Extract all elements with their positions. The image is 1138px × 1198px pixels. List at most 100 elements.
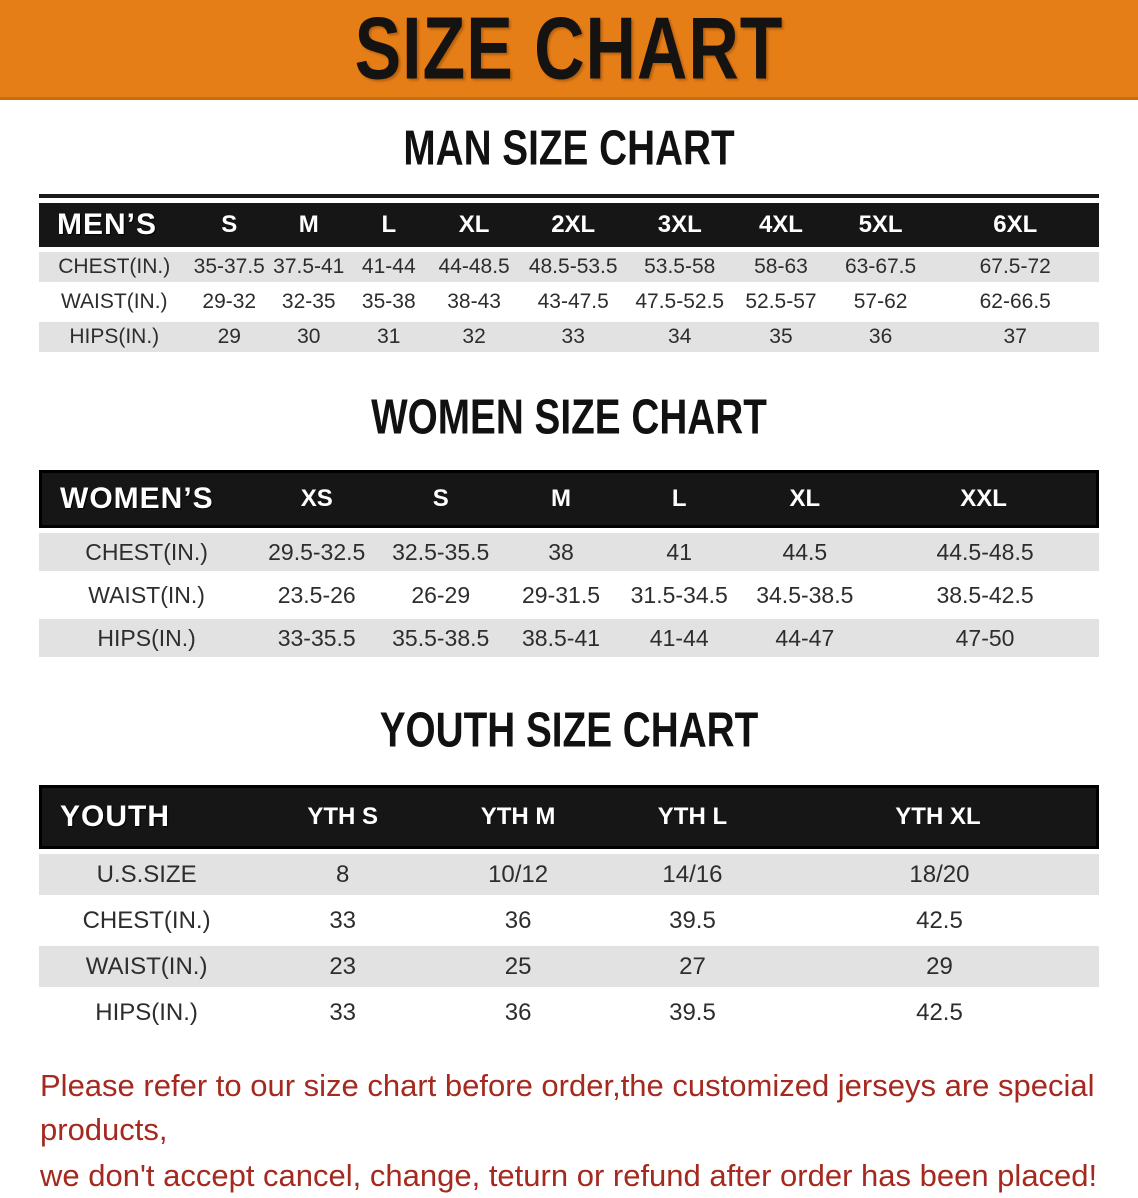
measurement-value: 29.5-32.5 [254, 533, 380, 571]
measurement-label: HIPS(IN.) [39, 992, 255, 1033]
measurement-value: 42.5 [779, 992, 1099, 1033]
measurement-value: 44.5 [738, 533, 872, 571]
measurement-value: 44-47 [738, 619, 872, 657]
measurement-label: WAIST(IN.) [39, 576, 255, 614]
measurement-label: WAIST(IN.) [39, 287, 190, 317]
youth-section-heading: YOUTH SIZE CHART [379, 703, 759, 758]
size-column-header: XS [254, 470, 380, 528]
measurement-value: 41-44 [619, 619, 739, 657]
measurement-value: 63-67.5 [829, 252, 932, 282]
measurement-row: CHEST(IN.) 35-37.5 37.5-41 41-44 44-48.5 48.5… [39, 252, 1099, 282]
measurement-value: 35-37.5 [189, 252, 270, 282]
measurement-value: 31.5-34.5 [619, 576, 739, 614]
measurement-row: WAIST(IN.) 23 25 27 29 [39, 946, 1099, 987]
measurement-value: 29 [779, 946, 1099, 987]
measurement-value: 29-31.5 [502, 576, 620, 614]
men-size-section: MAN SIZE CHART MEN’S S M L XL 2XL 3XL 4XL 5XL 6XL… [0, 121, 1138, 357]
men-group-label: MEN’S [39, 203, 190, 247]
measurement-value: 27 [605, 946, 780, 987]
measurement-value: 33 [254, 992, 432, 1033]
measurement-label: HIPS(IN.) [39, 322, 190, 352]
measurement-value: 47-50 [871, 619, 1099, 657]
measurement-value: 31 [348, 322, 430, 352]
order-policy-line-2: we don't accept cancel, change, teturn o… [40, 1158, 1098, 1194]
measurement-value: 32.5-35.5 [379, 533, 503, 571]
youth-header-row: YOUTH YTH S YTH M YTH L YTH XL [39, 785, 1099, 849]
measurement-value: 10/12 [431, 854, 606, 895]
measurement-value: 32-35 [269, 287, 349, 317]
measurement-row: HIPS(IN.) 29 30 31 32 33 34 35 36 37 [39, 322, 1099, 352]
measurement-row: WAIST(IN.) 23.5-26 26-29 29-31.5 31.5-34.5 34… [39, 576, 1099, 614]
size-column-header: M [502, 470, 620, 528]
measurement-value: 35 [732, 322, 830, 352]
measurement-label: CHEST(IN.) [39, 533, 255, 571]
measurement-value: 38.5-41 [502, 619, 620, 657]
women-header-row: WOMEN’S XS S M L XL XXL [39, 470, 1099, 528]
measurement-value: 33 [254, 900, 432, 941]
measurement-value: 38-43 [429, 287, 520, 317]
measurement-row: WAIST(IN.) 29-32 32-35 35-38 38-43 43-47.5 47.… [39, 287, 1099, 317]
measurement-value: 41-44 [348, 252, 430, 282]
measurement-label: CHEST(IN.) [39, 900, 255, 941]
size-column-header: 6XL [931, 203, 1099, 247]
measurement-value: 57-62 [829, 287, 932, 317]
measurement-value: 38 [502, 533, 620, 571]
youth-size-section: YOUTH SIZE CHART YOUTH YTH S YTH M YTH L YTH… [0, 703, 1138, 1038]
women-size-table: WOMEN’S XS S M L XL XXL CHEST(IN.) 29.5-32.5 32.5… [39, 465, 1099, 662]
measurement-value: 48.5-53.5 [519, 252, 628, 282]
measurement-value: 33 [519, 322, 628, 352]
measurement-value: 25 [431, 946, 606, 987]
order-policy-line-1: Please refer to our size chart before or… [40, 1068, 1095, 1148]
measurement-value: 8 [254, 854, 432, 895]
measurement-label: HIPS(IN.) [39, 619, 255, 657]
size-column-header: YTH S [254, 785, 432, 849]
size-column-header: 5XL [829, 203, 932, 247]
size-column-header: L [348, 203, 430, 247]
women-group-label: WOMEN’S [39, 470, 255, 528]
measurement-value: 38.5-42.5 [871, 576, 1099, 614]
measurement-value: 30 [269, 322, 349, 352]
measurement-value: 39.5 [605, 992, 780, 1033]
measurement-row: CHEST(IN.) 29.5-32.5 32.5-35.5 38 41 44.5 44.5… [39, 533, 1099, 571]
measurement-value: 26-29 [379, 576, 503, 614]
size-column-header: 2XL [519, 203, 628, 247]
women-size-section: WOMEN SIZE CHART WOMEN’S XS S M L XL XXL CHEST(… [0, 390, 1138, 662]
measurement-value: 58-63 [732, 252, 830, 282]
measurement-value: 41 [619, 533, 739, 571]
size-column-header: XXL [871, 470, 1099, 528]
measurement-value: 44-48.5 [429, 252, 520, 282]
measurement-value: 33-35.5 [254, 619, 380, 657]
size-column-header: XL [429, 203, 520, 247]
men-section-heading: MAN SIZE CHART [403, 121, 735, 176]
measurement-label: CHEST(IN.) [39, 252, 190, 282]
measurement-row: U.S.SIZE 8 10/12 14/16 18/20 [39, 854, 1099, 895]
measurement-row: HIPS(IN.) 33-35.5 35.5-38.5 38.5-41 41-44 44-… [39, 619, 1099, 657]
measurement-value: 39.5 [605, 900, 780, 941]
measurement-value: 14/16 [605, 854, 780, 895]
order-policy-note: Please refer to our size chart before or… [40, 1064, 1100, 1198]
measurement-value: 53.5-58 [627, 252, 733, 282]
measurement-row: HIPS(IN.) 33 36 39.5 42.5 [39, 992, 1099, 1033]
size-column-header: S [379, 470, 503, 528]
measurement-label: U.S.SIZE [39, 854, 255, 895]
women-section-heading: WOMEN SIZE CHART [371, 390, 767, 445]
measurement-row: CHEST(IN.) 33 36 39.5 42.5 [39, 900, 1099, 941]
size-column-header: 4XL [732, 203, 830, 247]
measurement-value: 23.5-26 [254, 576, 380, 614]
measurement-value: 23 [254, 946, 432, 987]
measurement-label: WAIST(IN.) [39, 946, 255, 987]
banner: SIZE CHART [0, 0, 1138, 100]
measurement-value: 29 [189, 322, 270, 352]
measurement-value: 35.5-38.5 [379, 619, 503, 657]
men-size-table: MEN’S S M L XL 2XL 3XL 4XL 5XL 6XL CHEST(IN.) 35-37… [39, 198, 1099, 357]
banner-title: SIZE CHART [354, 0, 784, 98]
measurement-value: 47.5-52.5 [627, 287, 733, 317]
measurement-value: 62-66.5 [931, 287, 1099, 317]
size-column-header: 3XL [627, 203, 733, 247]
measurement-value: 37.5-41 [269, 252, 349, 282]
measurement-value: 42.5 [779, 900, 1099, 941]
size-column-header: YTH M [431, 785, 606, 849]
measurement-value: 36 [431, 900, 606, 941]
measurement-value: 43-47.5 [519, 287, 628, 317]
size-column-header: YTH L [605, 785, 780, 849]
